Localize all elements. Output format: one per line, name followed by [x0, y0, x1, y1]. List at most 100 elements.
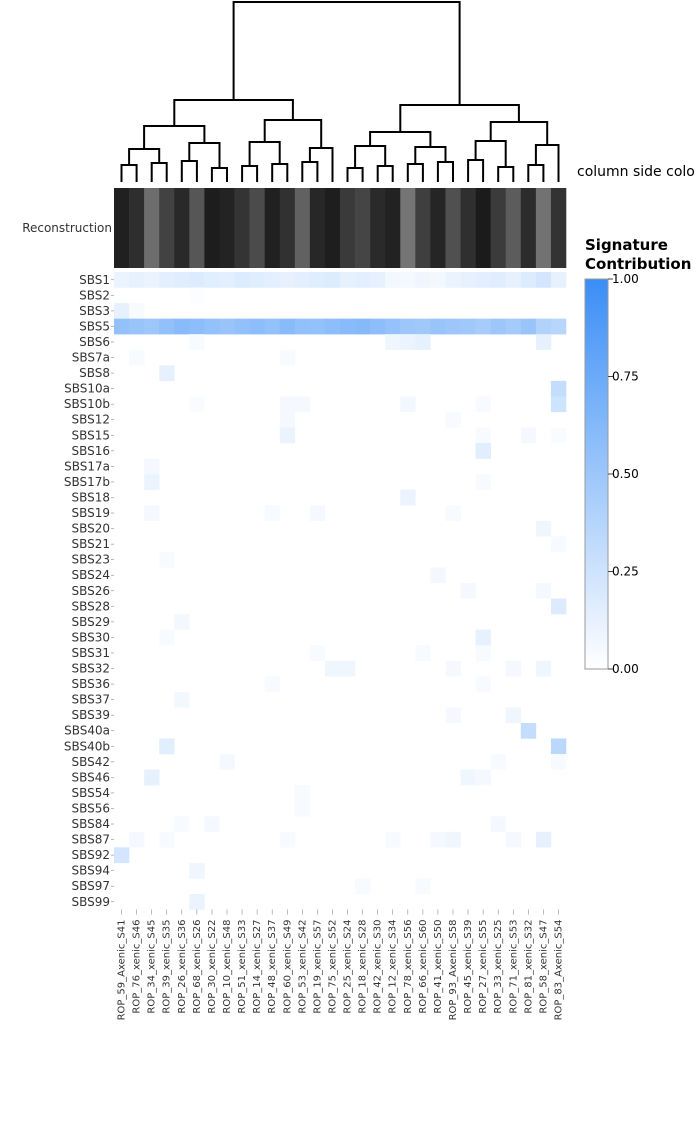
heatmap-cell: [174, 272, 190, 288]
heatmap-cell: [430, 831, 446, 848]
heatmap-cell: [535, 831, 552, 848]
heatmap-cell: [294, 318, 311, 335]
colorbar-title-line2: Contribution: [585, 255, 691, 273]
dendrogram-branch: [346, 167, 364, 182]
row-label: SBS87: [71, 833, 110, 847]
colorbar-tick-label: 1.00: [612, 272, 639, 286]
heatmap-cell: [249, 272, 265, 288]
heatmap-cell: [475, 272, 491, 288]
heatmap-cell: [159, 738, 175, 755]
heatmap-cell: [219, 754, 235, 770]
heatmap-cell: [144, 458, 160, 475]
heatmap-cell: [174, 318, 190, 335]
dendrogram-branch: [241, 165, 259, 182]
heatmap-cell: [114, 272, 130, 288]
column-label: ROP_81_xenic_S32: [523, 920, 534, 1014]
heatmap-cell: [279, 318, 296, 335]
dendrogram-branch: [271, 163, 289, 182]
column-label: ROP_45_xenic_S39: [463, 920, 474, 1014]
heatmap-cell: [430, 318, 446, 335]
heatmap-cell: [114, 318, 130, 335]
row-label: SBS21: [71, 537, 110, 551]
column-label: ROP_83_Axenic_S54: [553, 920, 564, 1021]
heatmap-cell: [189, 894, 205, 910]
reconstruction-cell: [174, 188, 190, 268]
colorbar-gradient: [584, 278, 609, 670]
heatmap-cell: [505, 318, 522, 335]
heatmap-cell: [279, 427, 296, 444]
heatmap-cell: [370, 272, 386, 288]
heatmap-cell: [204, 318, 220, 335]
reconstruction-cell: [475, 188, 491, 268]
row-label: SBS37: [71, 693, 110, 707]
heatmap-cell: [445, 831, 461, 848]
heatmap-cell: [355, 272, 371, 288]
dendrogram-branch: [210, 167, 228, 182]
heatmap-cell: [159, 551, 175, 568]
heatmap-cell: [400, 396, 416, 413]
reconstruction-cell: [340, 188, 356, 268]
heatmap-cell: [535, 583, 552, 599]
row-label: SBS84: [71, 817, 110, 831]
heatmap-cell: [550, 598, 567, 615]
heatmap-cell: [445, 272, 461, 288]
reconstruction-cell: [400, 188, 416, 268]
heatmap-cell: [415, 334, 431, 350]
heatmap-cell: [174, 816, 190, 832]
heatmap-cell: [309, 318, 326, 335]
row-label: SBS40b: [64, 739, 110, 753]
heatmap-cell: [189, 318, 205, 335]
reconstruction-label: Reconstruction: [22, 221, 112, 235]
colorbar-tick-label: 0.75: [612, 370, 639, 384]
column-label: ROP_66_xenic_S60: [418, 920, 429, 1014]
dendrogram-branch: [399, 104, 520, 132]
heatmap-cell: [159, 272, 175, 288]
row-label: SBS17b: [64, 475, 110, 489]
reconstruction-row: [114, 188, 567, 268]
heatmap-cell: [294, 272, 311, 288]
dendrogram-branch: [369, 131, 432, 147]
row-label: SBS8: [79, 366, 110, 380]
heatmap-cell: [520, 318, 537, 335]
row-label: SBS17a: [64, 459, 110, 473]
dendrogram-branch: [467, 159, 485, 182]
column-label: ROP_59_Axenic_S41: [117, 920, 128, 1021]
dendrogram-branch: [308, 147, 334, 182]
column-label: ROP_51_xenic_S33: [237, 920, 248, 1014]
row-label: SBS23: [71, 553, 110, 567]
heatmap-cell: [234, 272, 250, 288]
heatmap-cell: [550, 272, 567, 288]
heatmap-cell: [385, 318, 401, 335]
dendrogram-branch: [376, 165, 394, 182]
column-label: ROP_25_xenic_S24: [343, 920, 354, 1014]
column-label: ROP_68_xenic_S26: [192, 920, 203, 1014]
heatmap-cell: [535, 272, 552, 288]
heatmap-cell: [415, 272, 431, 288]
heatmap-cell: [550, 396, 567, 413]
column-label: ROP_53_xenic_S42: [297, 920, 308, 1014]
heatmap-cell: [430, 567, 446, 584]
heatmap-cell: [475, 676, 491, 693]
reconstruction-cell: [159, 188, 175, 268]
column-side-colors-label: column side colo: [577, 164, 695, 180]
heatmap-cell: [370, 318, 386, 335]
heatmap-cell: [520, 427, 537, 444]
column-label: ROP_78_xenic_S56: [403, 920, 414, 1014]
heatmap-cell: [189, 396, 205, 413]
row-label: SBS92: [71, 848, 110, 862]
reconstruction-cell: [309, 188, 326, 268]
dendrogram-branch: [534, 144, 560, 182]
dendrogram-branch: [120, 164, 138, 182]
heatmap-cell: [144, 505, 160, 521]
row-label: SBS24: [71, 568, 110, 582]
heatmap-cell: [505, 831, 522, 848]
heatmap-cell: [189, 862, 205, 879]
row-label: SBS36: [71, 677, 110, 691]
heatmap-cell: [445, 411, 461, 428]
heatmap-cell: [475, 474, 491, 490]
column-label: ROP_34_xenic_S45: [147, 920, 158, 1014]
column-label: ROP_18_xenic_S28: [358, 920, 369, 1014]
column-label: ROP_27_xenic_S55: [478, 920, 489, 1014]
heatmap-cell: [279, 831, 296, 848]
